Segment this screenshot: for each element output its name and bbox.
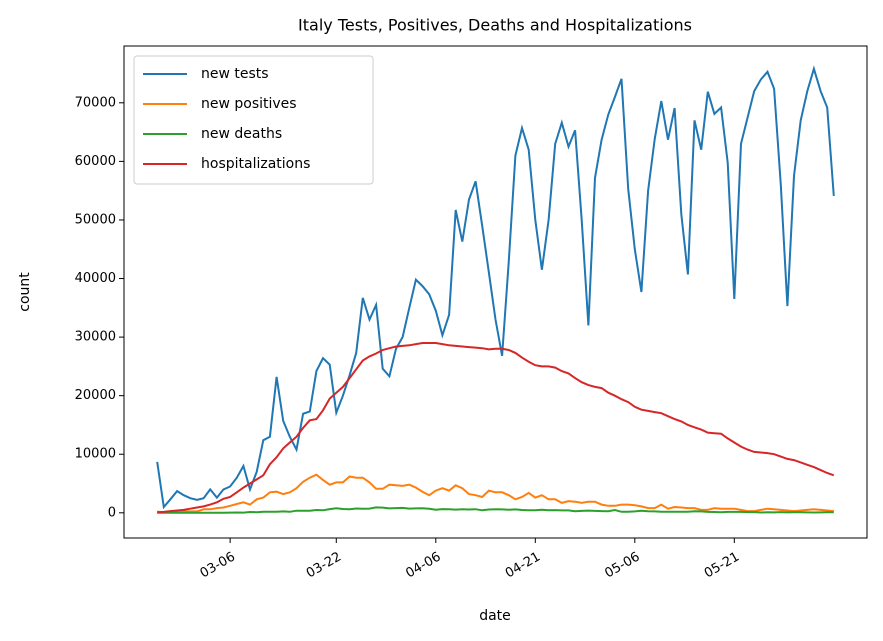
x-tick-label: 04-21 [503, 550, 543, 582]
plot-frame [123, 45, 868, 539]
x-tick-label: 05-21 [702, 550, 742, 582]
y-tick-label: 0 [108, 505, 116, 520]
x-axis-label: date [479, 608, 511, 624]
y-tick-label: 20000 [75, 388, 116, 403]
y-tick-label: 30000 [75, 330, 116, 345]
y-tick-label: 60000 [75, 154, 116, 169]
data-line [157, 342, 835, 514]
data-line [157, 506, 834, 514]
legend-box [133, 55, 374, 185]
data-line [156, 65, 835, 510]
x-tick-label: 03-22 [304, 550, 344, 582]
x-tick-label: 04-06 [403, 550, 443, 582]
y-tick-label: 50000 [75, 212, 116, 227]
legend-label: new tests [201, 66, 269, 82]
legend-label: hospitalizations [201, 156, 310, 172]
y-tick-label: 40000 [75, 271, 116, 286]
chart-title: Italy Tests, Positives, Deaths and Hospi… [298, 16, 692, 35]
x-tick-label: 03-06 [198, 550, 238, 582]
x-tick-label: 05-06 [602, 550, 642, 582]
y-axis-label: count [17, 272, 33, 312]
data-line [157, 473, 834, 514]
legend-label: new positives [201, 96, 297, 112]
y-tick-label: 70000 [75, 95, 116, 110]
y-tick-label: 10000 [75, 447, 116, 462]
legend-label: new deaths [201, 126, 282, 142]
